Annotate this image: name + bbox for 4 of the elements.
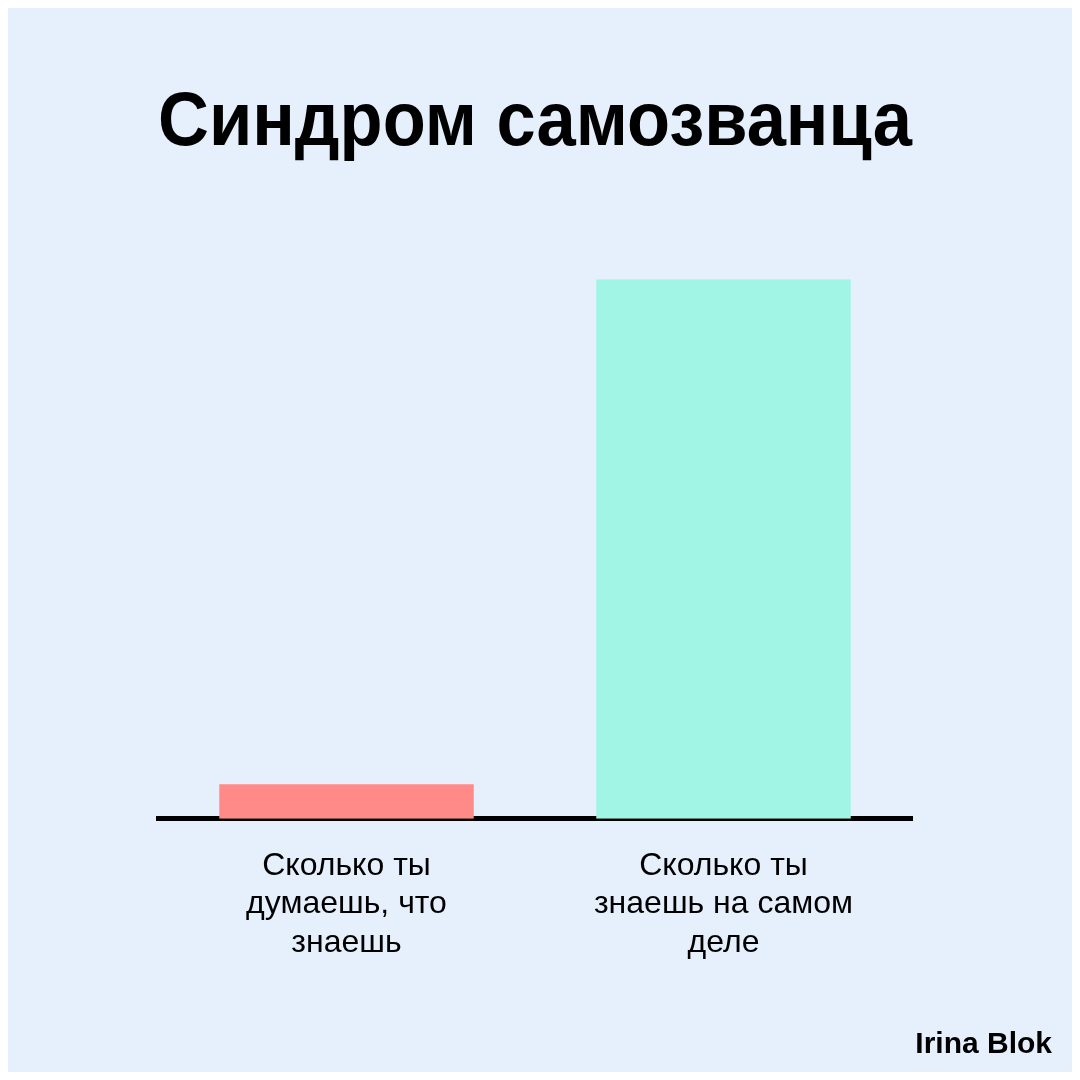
x-tick-label: Сколько ты думаешь, что знаешь [246, 845, 447, 959]
x-tick-label: Сколько ты знаешь на самом деле [593, 845, 854, 959]
chart-title: Синдром самозванца [158, 76, 914, 162]
text: Irina Blok [915, 1026, 1053, 1060]
